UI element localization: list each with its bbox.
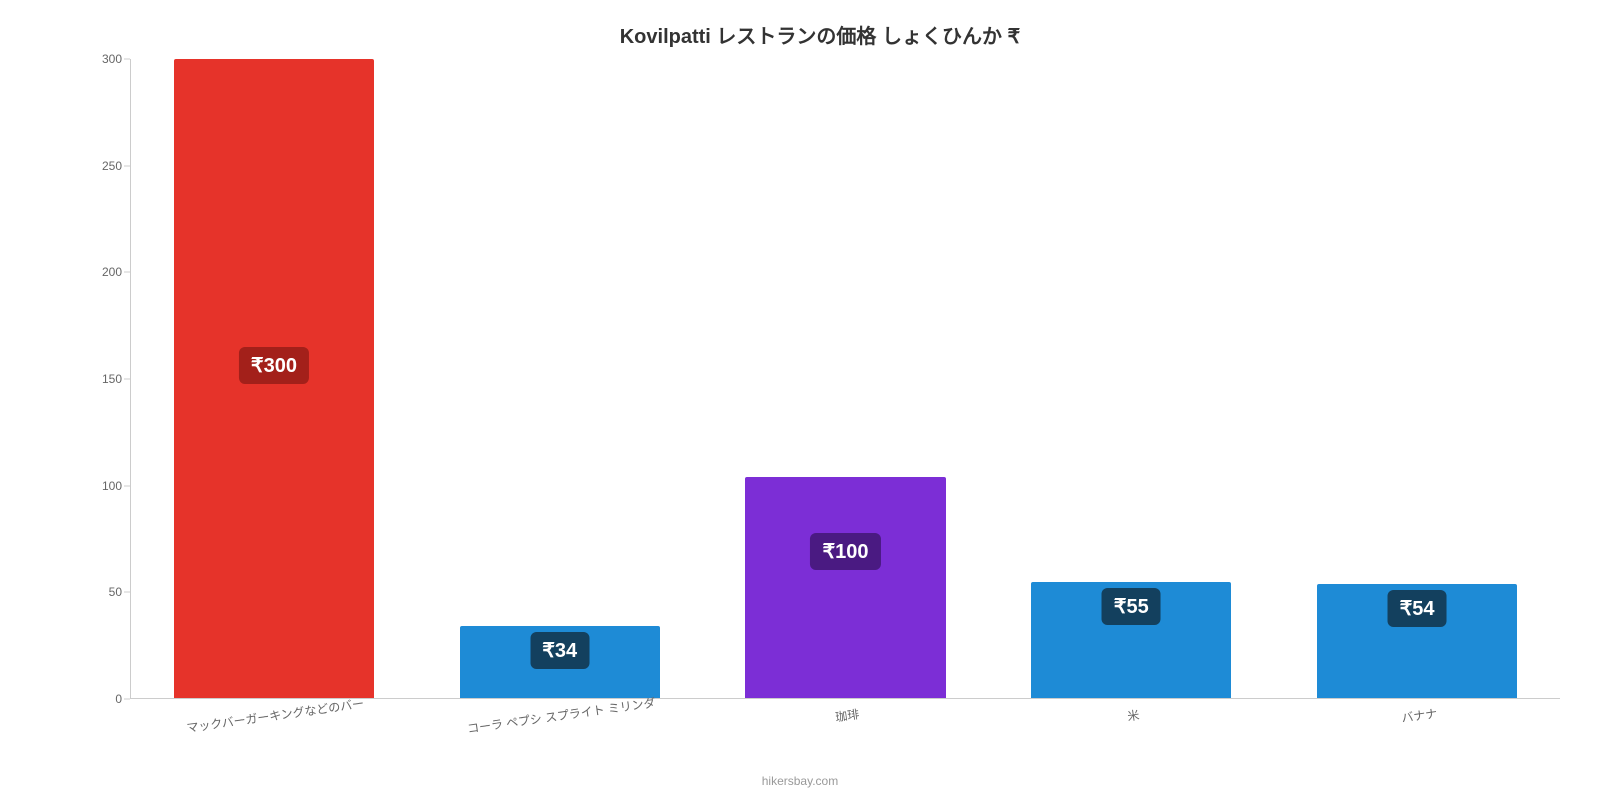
y-tick-label: 200	[80, 265, 122, 279]
bar-slot: ₹100	[703, 59, 989, 699]
y-axis: 050100150200250300	[80, 59, 130, 699]
bar: ₹54	[1317, 584, 1517, 699]
chart-title: Kovilpatti レストランの価格 しょくひんか ₹	[80, 20, 1560, 49]
plot-area: 050100150200250300 ₹300₹34₹100₹55₹54 マック…	[80, 59, 1560, 699]
bar-slot: ₹300	[131, 59, 417, 699]
value-badge: ₹55	[1102, 588, 1161, 625]
y-tick-label: 150	[80, 372, 122, 386]
y-tick-label: 0	[80, 692, 122, 706]
bar-slot: ₹34	[417, 59, 703, 699]
bar-slot: ₹54	[1274, 59, 1560, 699]
bar: ₹100	[745, 477, 945, 699]
y-tick-label: 250	[80, 159, 122, 173]
bar: ₹300	[174, 59, 374, 699]
value-badge: ₹300	[239, 347, 309, 384]
chart-container: Kovilpatti レストランの価格 しょくひんか ₹ 0 50 100 150 20…	[0, 0, 1600, 800]
bar-slot: ₹55	[988, 59, 1274, 699]
attribution-text: hikersbay.com	[0, 774, 1600, 788]
bars-flex: ₹300 ₹34 ₹100 ₹55 ₹54	[131, 59, 1560, 699]
y-tick-label: 300	[80, 52, 122, 66]
bar: ₹55	[1031, 582, 1231, 699]
value-badge: ₹34	[530, 632, 589, 669]
value-badge: ₹100	[810, 533, 880, 570]
bars-region: ₹300 ₹34 ₹100 ₹55 ₹54	[130, 59, 1560, 699]
y-tick-label: 100	[80, 479, 122, 493]
value-badge: ₹54	[1388, 590, 1447, 627]
x-axis-labels: マックバーガーキングなどのバーコーラ ペプシ スプライト ミリンダ珈琲米バナナ	[130, 699, 1560, 724]
y-tick-label: 50	[80, 585, 122, 599]
